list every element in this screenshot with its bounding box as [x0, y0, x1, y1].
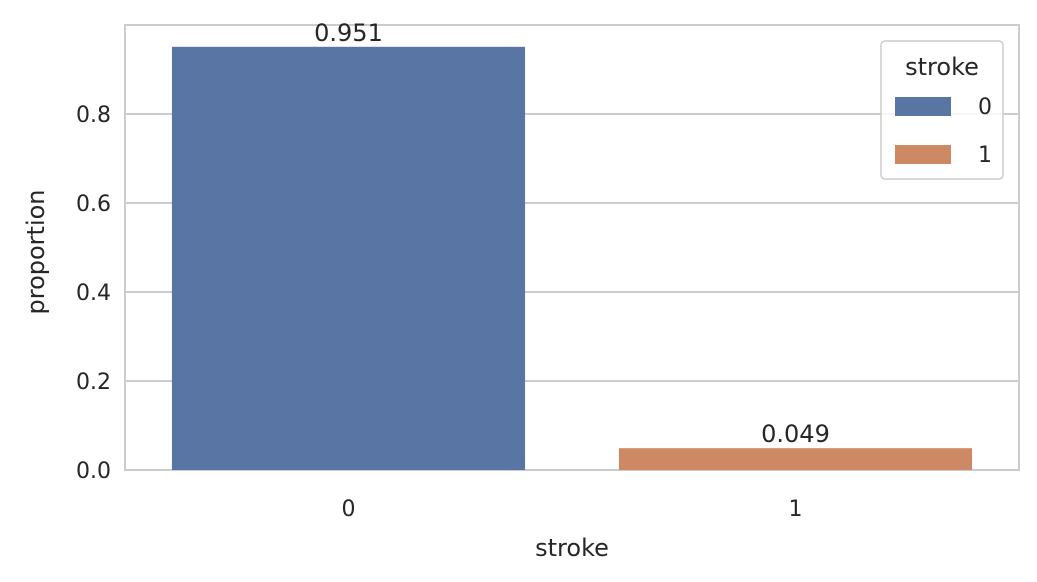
x-tick-label: 0 [342, 497, 356, 522]
y-axis-ticks: 0.0 0.2 0.4 0.6 0.8 [76, 103, 111, 484]
y-tick-label: 0.6 [76, 192, 111, 217]
y-tick-label: 0.0 [76, 459, 111, 484]
legend-title: stroke [905, 53, 979, 81]
y-tick-label: 0.2 [76, 370, 111, 395]
x-axis-title: stroke [535, 534, 609, 562]
bars [171, 46, 973, 471]
bar-1 [618, 448, 973, 470]
y-axis-title: proportion [22, 189, 50, 314]
legend-swatch [895, 97, 951, 116]
legend-label: 0 [978, 95, 992, 120]
legend-entries: 01 [895, 95, 992, 168]
legend-label: 1 [978, 143, 992, 168]
data-labels: 0.951 0.049 [314, 19, 830, 448]
legend-swatch [895, 145, 951, 164]
legend: stroke 01 [880, 40, 1004, 180]
bar-0 [171, 46, 526, 471]
y-tick-label: 0.4 [76, 281, 111, 306]
data-label: 0.951 [314, 19, 383, 47]
y-tick-label: 0.8 [76, 103, 111, 128]
data-label: 0.049 [761, 420, 830, 448]
plot-frame [124, 24, 1020, 471]
x-tick-label: 1 [789, 497, 803, 522]
